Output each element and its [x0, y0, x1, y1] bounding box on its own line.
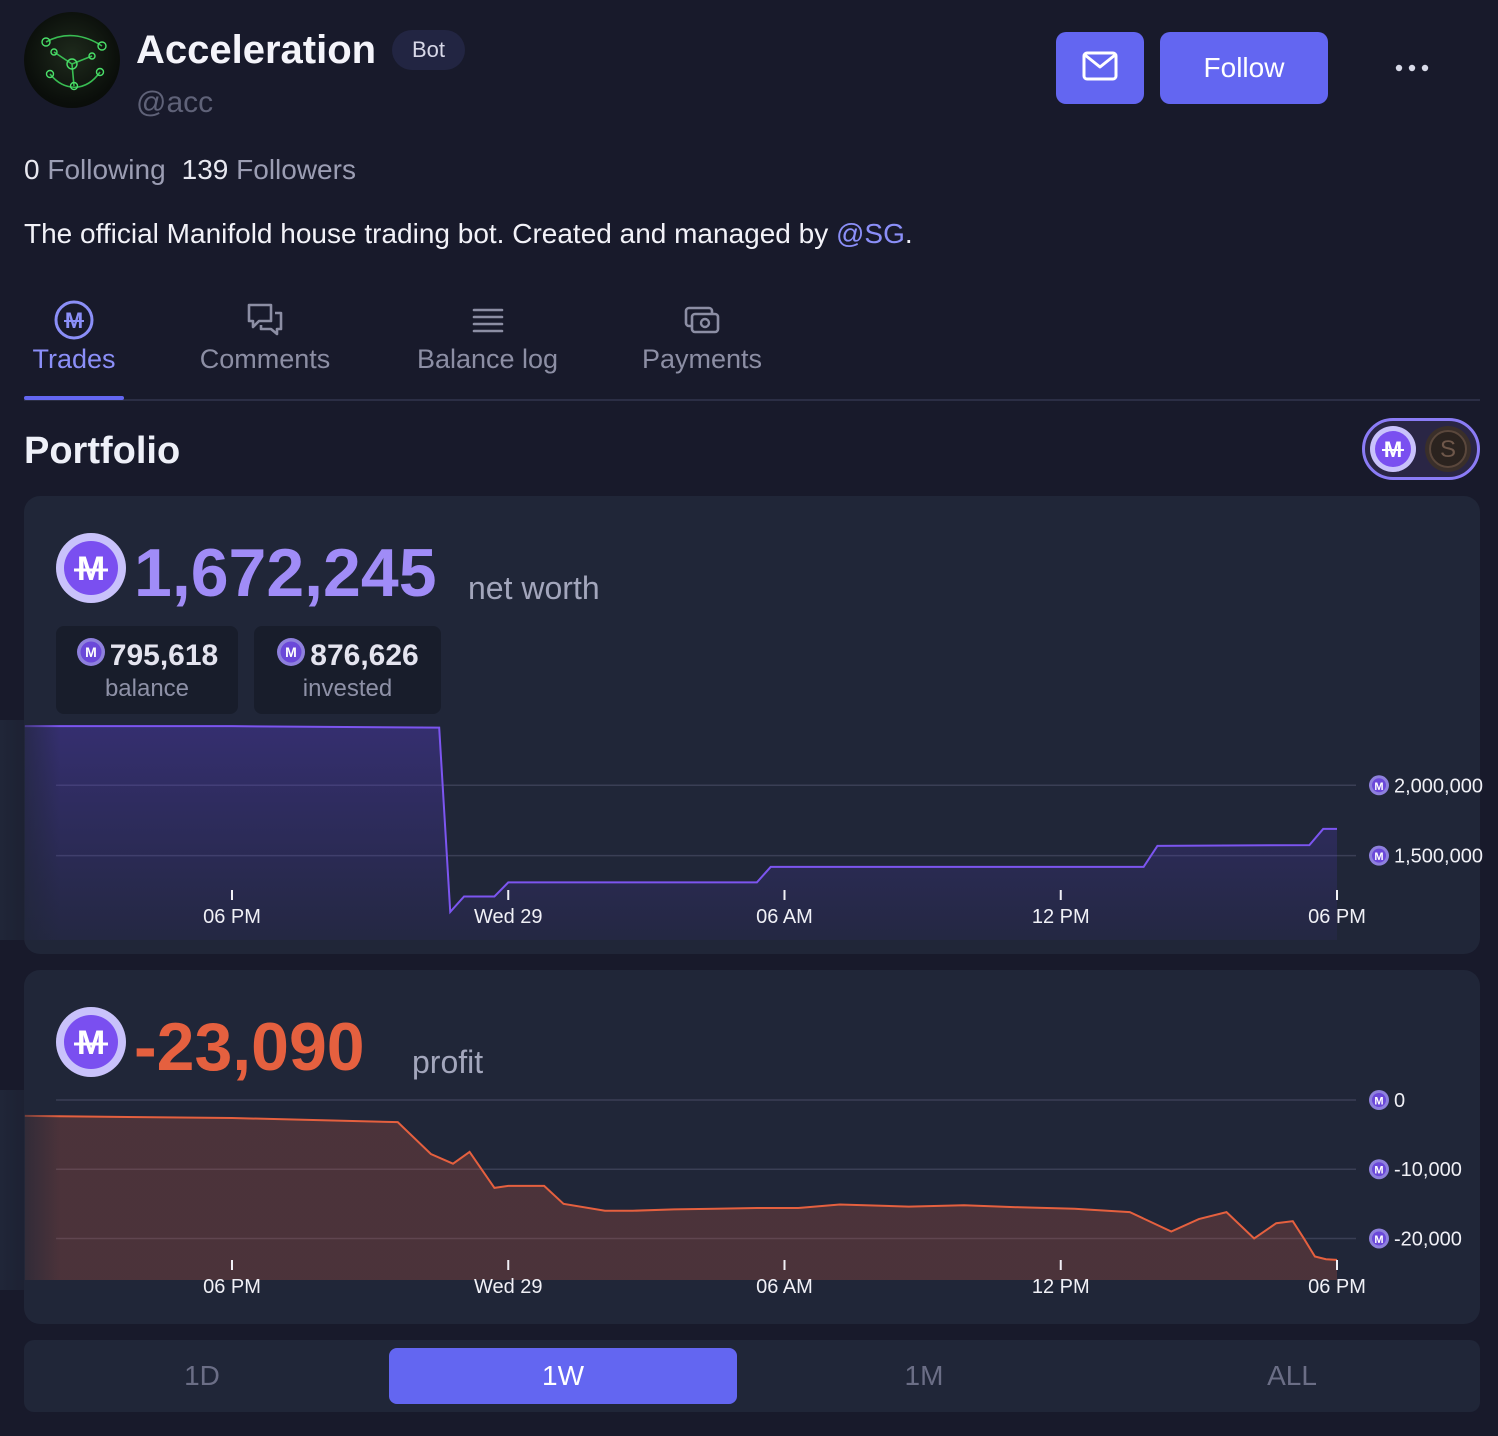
- mana-coin-icon: M: [1368, 424, 1418, 479]
- profit-value: -23,090: [134, 1009, 365, 1085]
- tab-payments[interactable]: Payments: [636, 296, 768, 400]
- followers-link[interactable]: 139 Followers: [181, 154, 356, 185]
- tab-label: Trades: [32, 344, 116, 374]
- tab-trades[interactable]: M Trades: [24, 296, 124, 400]
- x-tick-label: 06 PM: [1308, 1276, 1366, 1298]
- svg-text:M: M: [1374, 781, 1383, 793]
- left-fade: [0, 1090, 60, 1290]
- mana-coin-icon: M: [54, 530, 130, 611]
- x-tick-label: 06 PM: [203, 1276, 261, 1298]
- portfolio-title: Portfolio: [24, 430, 181, 472]
- avatar[interactable]: [24, 12, 120, 108]
- x-tick-label: 06 PM: [1308, 906, 1366, 928]
- series-area: [24, 1115, 1337, 1280]
- balance-box: M 795,618 balance: [56, 626, 238, 714]
- mana-coin-icon: M: [276, 637, 306, 675]
- svg-text:S: S: [1440, 436, 1456, 463]
- sweepcash-coin-icon: S: [1423, 424, 1473, 479]
- period-1d-button[interactable]: 1D: [184, 1360, 220, 1391]
- ellipsis-icon: [1395, 59, 1429, 77]
- mana-coin-icon: M: [76, 637, 106, 675]
- list-lines-icon: [471, 296, 505, 344]
- invested-value: 876,626: [310, 639, 419, 672]
- bio: The official Manifold house trading bot.…: [24, 218, 913, 249]
- following-link[interactable]: 0 Following: [24, 154, 166, 185]
- net-worth-chart[interactable]: 06 PM Wed 29 06 AM 12 PM 06 PM M 2,000,000 M 1,5…: [0, 720, 1498, 940]
- series-line: [24, 725, 1337, 915]
- envelope-icon: [1082, 51, 1118, 86]
- currency-toggle[interactable]: M S: [1362, 418, 1480, 480]
- tab-comments[interactable]: Comments: [190, 296, 340, 400]
- y-tick-label: M 2,000,000: [1369, 775, 1483, 797]
- message-button[interactable]: [1056, 32, 1144, 104]
- x-tick-label: 12 PM: [1032, 906, 1090, 928]
- y-tick-label: M -10,000: [1369, 1159, 1462, 1181]
- bot-badge: Bot: [392, 30, 466, 70]
- tab-label: Comments: [199, 344, 331, 374]
- series-line: [24, 1114, 1338, 1261]
- net-worth-value: 1,672,245: [134, 535, 437, 611]
- chat-bubbles-icon: [245, 296, 285, 344]
- svg-text:M: M: [1374, 1234, 1383, 1246]
- y-tick-label: M -20,000: [1369, 1228, 1462, 1250]
- period-selector: [24, 1340, 1480, 1412]
- svg-text:0: 0: [1394, 1090, 1405, 1112]
- active-tab-indicator: [24, 396, 124, 400]
- more-options-button[interactable]: [1384, 48, 1440, 88]
- balance-label: balance: [104, 675, 190, 702]
- invested-box: M 876,626 invested: [254, 626, 441, 714]
- mana-coin-icon: M: [54, 1004, 130, 1085]
- svg-text:M: M: [1374, 1096, 1383, 1108]
- follow-button[interactable]: Follow: [1160, 32, 1328, 104]
- x-tick-label: 06 AM: [756, 1276, 813, 1298]
- user-name: Acceleration: [136, 28, 377, 72]
- svg-text:M: M: [1374, 1165, 1383, 1177]
- x-tick-label: Wed 29: [474, 1276, 543, 1298]
- svg-text:-10,000: -10,000: [1394, 1159, 1462, 1181]
- invested-label: invested: [302, 675, 393, 702]
- net-worth-label: net worth: [468, 570, 600, 606]
- svg-text:M: M: [85, 644, 97, 660]
- cash-icon: [683, 296, 721, 344]
- svg-text:M: M: [1374, 851, 1383, 863]
- period-1m-button[interactable]: 1M: [904, 1360, 944, 1391]
- tabs-divider: [24, 399, 1480, 401]
- x-tick-label: 06 AM: [756, 906, 813, 928]
- svg-text:-20,000: -20,000: [1394, 1228, 1462, 1250]
- follow-stats: 0 Following 139 Followers: [24, 154, 356, 186]
- tab-balance-log[interactable]: Balance log: [410, 296, 565, 400]
- svg-text:M: M: [285, 644, 297, 660]
- x-tick-label: Wed 29: [474, 906, 543, 928]
- bio-mention-link[interactable]: @SG: [836, 218, 905, 249]
- y-tick-label: M 1,500,000: [1369, 845, 1483, 868]
- x-tick-label: 12 PM: [1032, 1276, 1090, 1298]
- profit-label: profit: [412, 1044, 484, 1080]
- x-tick-label: 06 PM: [203, 906, 261, 928]
- period-all-button[interactable]: ALL: [1267, 1360, 1317, 1391]
- tab-label: Payments: [641, 344, 763, 374]
- left-fade: [0, 720, 60, 940]
- svg-text:2,000,000: 2,000,000: [1394, 775, 1483, 797]
- series-area: [24, 726, 1337, 940]
- tab-label: Balance log: [416, 344, 559, 374]
- user-handle: @acc: [136, 86, 214, 119]
- period-1w-button[interactable]: 1W: [389, 1348, 737, 1404]
- balance-value: 795,618: [109, 639, 219, 672]
- svg-text:1,500,000: 1,500,000: [1394, 846, 1483, 868]
- mana-coin-icon: M: [53, 296, 95, 344]
